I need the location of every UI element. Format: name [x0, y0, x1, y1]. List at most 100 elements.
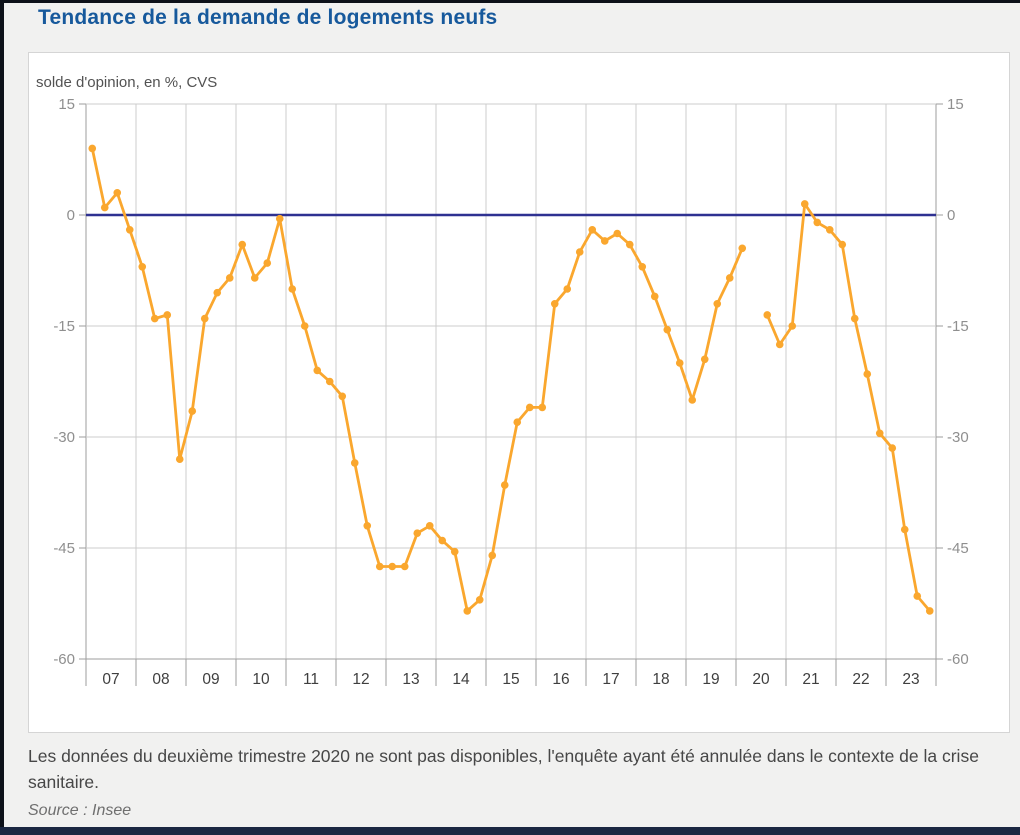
data-point — [800, 200, 809, 208]
page-title: Tendance de la demande de logements neuf… — [38, 6, 498, 29]
data-point — [538, 403, 547, 412]
data-point — [850, 314, 859, 323]
data-point — [700, 355, 709, 364]
data-point — [763, 311, 772, 319]
data-point — [363, 522, 372, 530]
data-point — [513, 418, 522, 427]
data-point — [875, 429, 884, 438]
y-axis-label-right: -60 — [947, 651, 969, 668]
data-point — [425, 522, 434, 530]
data-point — [500, 481, 509, 489]
data-point — [900, 525, 909, 534]
data-point — [450, 547, 459, 556]
y-axis-label-right: -15 — [947, 318, 969, 335]
data-point — [675, 359, 684, 367]
x-axis-label: 13 — [402, 671, 419, 688]
data-point — [313, 366, 322, 375]
x-axis-label: 16 — [552, 671, 569, 688]
data-point — [200, 314, 209, 323]
data-point — [475, 596, 484, 604]
x-axis-label: 08 — [152, 671, 169, 688]
x-axis-label: 09 — [202, 671, 219, 688]
x-axis-label: 14 — [452, 671, 470, 688]
data-point — [713, 300, 722, 308]
y-axis-label-left: -45 — [53, 540, 75, 557]
data-point — [238, 240, 247, 249]
y-axis-label-left: 15 — [58, 96, 75, 113]
data-point — [400, 562, 409, 571]
x-axis-label: 18 — [652, 671, 669, 688]
bottom-divider — [0, 827, 1020, 835]
data-point — [688, 396, 697, 404]
footnote: Les données du deuxième trimestre 2020 n… — [28, 746, 979, 793]
x-axis-label: 21 — [802, 671, 819, 688]
data-point — [163, 311, 172, 319]
data-point — [775, 340, 784, 349]
top-edge-border — [0, 0, 1020, 3]
data-point — [100, 203, 109, 212]
data-point — [550, 300, 559, 308]
data-point — [563, 285, 572, 293]
data-point — [413, 529, 422, 537]
source-label: Source : Insee — [28, 802, 132, 819]
data-point — [913, 592, 922, 600]
data-point — [863, 370, 872, 378]
series-line — [765, 202, 932, 613]
y-axis-label-left: -60 — [53, 651, 75, 668]
data-point — [113, 189, 122, 197]
x-axis-label: 11 — [303, 671, 319, 688]
y-axis-label-left: -15 — [53, 318, 75, 335]
x-axis-label: 10 — [252, 671, 270, 688]
data-point — [338, 392, 347, 401]
x-axis-label: 23 — [902, 671, 919, 688]
data-point — [188, 407, 197, 415]
y-axis-label-left: 0 — [67, 207, 75, 224]
x-axis-label: 12 — [352, 671, 369, 688]
y-axis-label-right: 0 — [947, 207, 955, 224]
data-point — [888, 444, 897, 452]
series-line — [90, 146, 744, 613]
data-point — [138, 263, 147, 271]
data-point — [638, 263, 647, 271]
data-point — [250, 274, 259, 282]
data-point — [600, 237, 609, 245]
data-point — [263, 259, 272, 267]
data-point — [725, 274, 734, 282]
data-point — [525, 403, 534, 412]
y-axis-label-right: -45 — [947, 540, 969, 557]
data-point — [350, 459, 359, 467]
data-point — [213, 288, 222, 297]
x-axis-label: 17 — [602, 671, 619, 688]
data-point — [788, 322, 797, 330]
data-point — [738, 244, 747, 253]
y-axis-label-right: 15 — [947, 96, 964, 113]
data-point — [613, 229, 622, 238]
chart-panel — [28, 52, 1010, 733]
data-point — [625, 240, 634, 249]
chart-unit-label: solde d'opinion, en %, CVS — [36, 74, 218, 91]
data-point — [838, 240, 847, 249]
x-axis-label: 15 — [502, 671, 519, 688]
data-point — [225, 274, 234, 282]
data-point — [125, 226, 134, 234]
data-point — [175, 455, 184, 464]
data-point — [650, 292, 659, 301]
y-axis-label-right: -30 — [947, 429, 969, 446]
data-point — [325, 377, 334, 386]
data-point — [150, 314, 159, 323]
x-axis-label: 22 — [852, 671, 869, 688]
x-axis-label: 19 — [702, 671, 719, 688]
data-point — [388, 562, 397, 571]
data-point — [88, 144, 97, 153]
x-axis-label: 07 — [102, 671, 119, 688]
line-chart: 15 15 0 0 -15 -15 -30 -30 -45 -45 -60 -60 07 08 09 10 11… — [53, 96, 969, 688]
data-point — [813, 218, 822, 227]
data-point — [300, 322, 309, 330]
data-point — [825, 226, 834, 234]
data-point — [275, 214, 284, 223]
data-point — [375, 562, 384, 571]
data-point — [463, 607, 472, 615]
data-point — [663, 325, 672, 334]
x-axis-label: 20 — [752, 671, 770, 688]
